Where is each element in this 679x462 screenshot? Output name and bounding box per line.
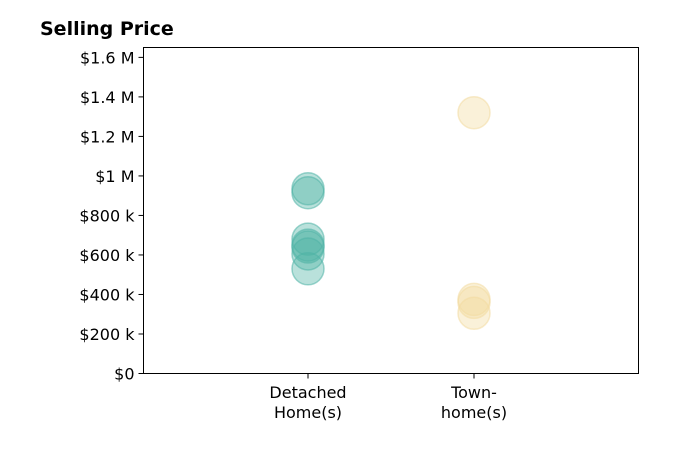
data-point [457,296,491,330]
x-axis [307,373,475,379]
y-tick-label: $600 k [79,246,135,265]
data-point [457,95,491,130]
data-point [291,175,325,210]
data-points [291,95,491,330]
x-tick-label-detached-line1: Detached [269,383,346,402]
x-tick-labels: Detached Home(s) Town- home(s) [269,383,507,422]
y-tick-label: $1.6 M [80,48,135,67]
data-point [291,252,325,286]
x-tick-label-townhome-line1: Town- [450,383,497,402]
y-tick-label: $1.2 M [80,127,135,146]
y-tick-label: $1 M [95,167,134,186]
data-point [457,285,491,320]
y-tick-label: $0 [114,365,134,384]
plot-frame [143,47,639,374]
y-tick-label: $400 k [79,285,135,304]
y-tick-label: $200 k [79,325,135,344]
y-axis: $0 $200 k $400 k $600 k $800 k $1 M $1.2 M $1.4… [79,48,144,384]
chart-title: Selling Price [40,18,174,40]
x-tick-label-townhome-line2: home(s) [441,403,507,422]
x-tick-label-detached-line2: Home(s) [274,403,342,422]
y-tick-label: $800 k [79,206,135,225]
y-tick-label: $1.4 M [80,88,135,107]
data-point [291,237,325,271]
